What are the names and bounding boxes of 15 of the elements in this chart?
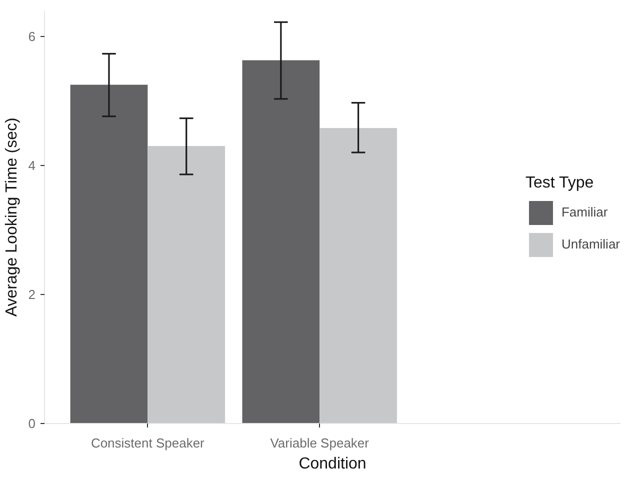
x-axis-title: Condition <box>298 456 366 472</box>
legend-title: Test Type <box>525 174 595 192</box>
y-tick-label: 0 <box>28 416 36 431</box>
bar <box>148 146 226 424</box>
legend-label: Familiar <box>561 204 608 220</box>
y-tick-label: 6 <box>28 28 36 44</box>
y-tick-label: 4 <box>28 158 36 173</box>
bar <box>70 84 148 424</box>
x-tick-label: Consistent Speaker <box>90 436 206 450</box>
bar <box>320 128 397 424</box>
x-tick-label: Variable Speaker <box>270 436 370 450</box>
legend-label: Unfamiliar <box>561 236 620 252</box>
y-axis-title: Average Looking Time (sec) <box>3 118 20 317</box>
bar <box>242 60 320 424</box>
y-tick-label: 2 <box>28 286 36 302</box>
